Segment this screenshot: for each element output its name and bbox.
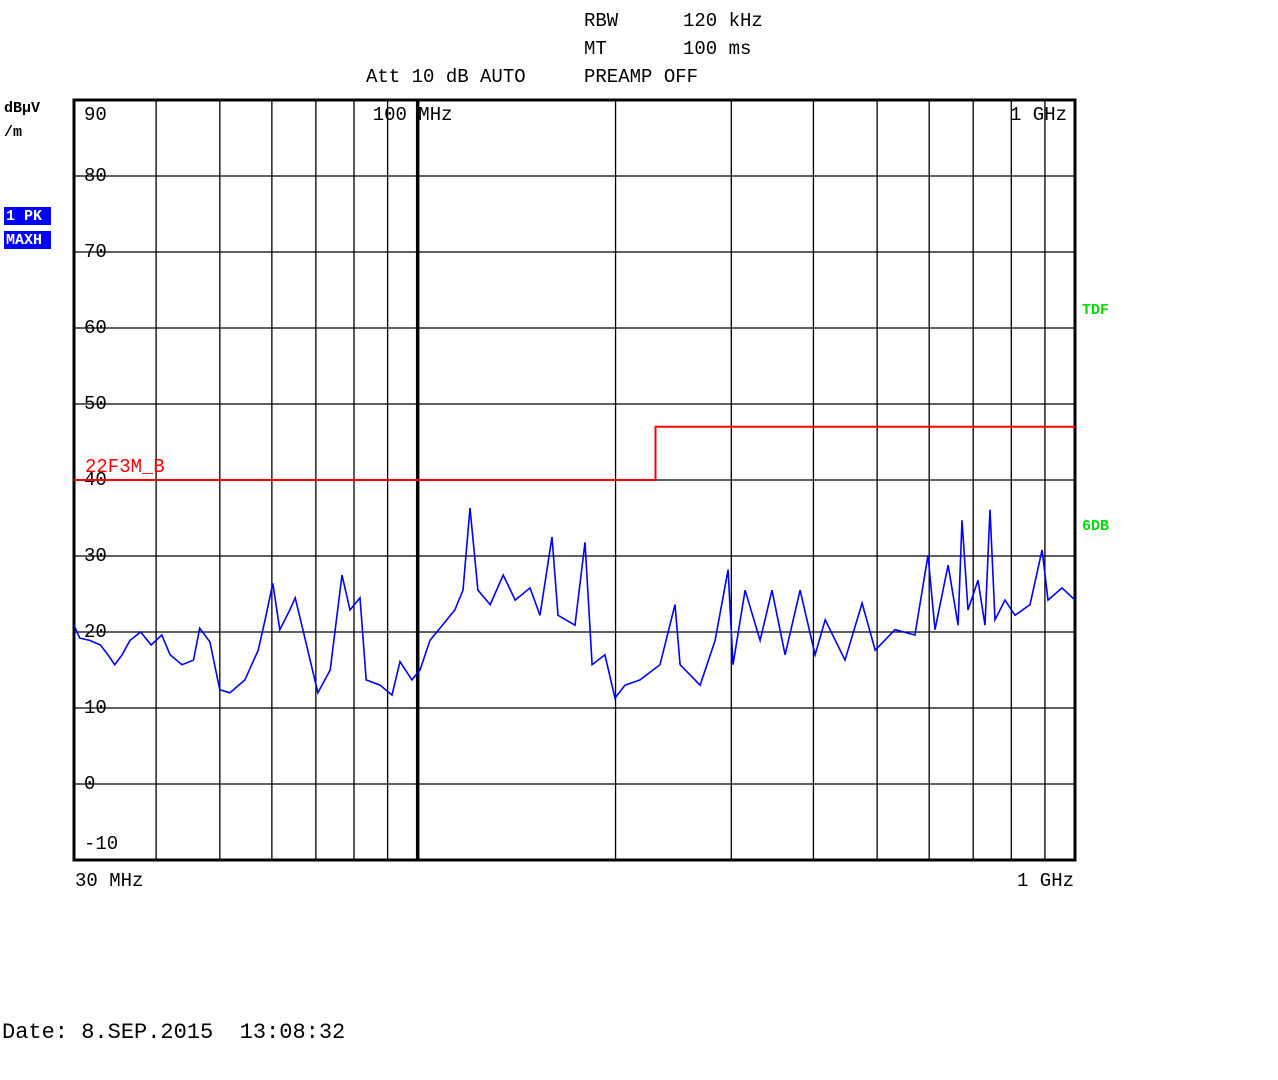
x-tick-label: 100 MHz (373, 104, 453, 126)
attenuation: Att 10 dB AUTO (366, 66, 526, 88)
y-tick-label: 0 (84, 773, 95, 795)
badge (4, 207, 51, 225)
y-tick-label: 30 (84, 545, 107, 567)
y-tick-label: 20 (84, 621, 107, 643)
trace-badge: 1 PK (6, 208, 42, 225)
y-tick-label: 80 (84, 165, 107, 187)
rbw-value: 120 kHz (683, 10, 763, 32)
y-unit: dBµV (4, 100, 40, 117)
limit-label: 22F3M_B (85, 456, 165, 478)
x-axis-label: 1 GHz (1017, 870, 1074, 892)
y-tick-label: 50 (84, 393, 107, 415)
limit-line (74, 425, 1075, 481)
y-unit: /m (4, 124, 22, 141)
y-tick-label: 70 (84, 241, 107, 263)
side-label: 6DB (1082, 518, 1109, 535)
y-tick-label: 60 (84, 317, 107, 339)
side-label: TDF (1082, 302, 1109, 319)
y-tick-label: 10 (84, 697, 107, 719)
mt-label: MT (584, 38, 607, 60)
mt-value: 100 ms (683, 38, 751, 60)
badge (4, 231, 51, 249)
x-axis-label: 30 MHz (75, 870, 143, 892)
date: Date: 8.SEP.2015 13:08:32 (2, 1020, 345, 1045)
trace-badge: MAXH (6, 232, 42, 249)
trace (73, 508, 1076, 700)
preamp: PREAMP OFF (584, 66, 698, 88)
y-tick-label: -10 (84, 833, 118, 855)
x-tick-label: 1 GHz (1010, 104, 1067, 126)
rbw-label: RBW (584, 10, 619, 32)
y-tick-label: 90 (84, 104, 107, 126)
